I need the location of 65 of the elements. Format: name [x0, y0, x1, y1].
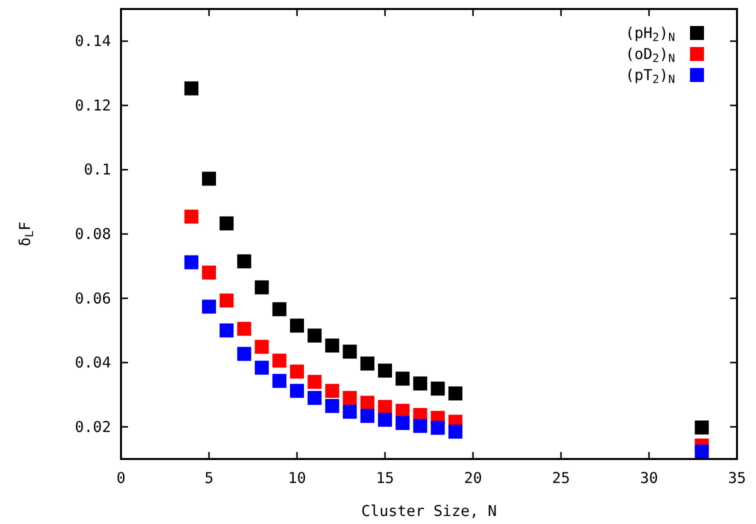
point: [290, 384, 304, 398]
y-tick-label: 0.02: [74, 418, 111, 436]
y-tick-label: 0.12: [74, 96, 111, 114]
point: [220, 294, 234, 308]
y-tick-label: 0.06: [74, 289, 111, 308]
point: [220, 216, 234, 230]
point: [694, 444, 709, 459]
point: [694, 420, 709, 434]
point: [342, 390, 357, 405]
point: [360, 408, 374, 423]
point: [272, 354, 286, 368]
y-tick-label: 0.14: [74, 32, 111, 50]
point: [325, 384, 340, 398]
point: [396, 416, 410, 430]
x-tick-label: 25: [552, 469, 570, 487]
legend-label: (pH$_{2}$)$_{N}$: [625, 24, 676, 44]
point: [430, 382, 445, 396]
point: [308, 390, 322, 405]
point: [325, 338, 340, 353]
point: [184, 210, 198, 224]
point: [184, 255, 198, 270]
point: [308, 374, 322, 389]
point: [342, 404, 357, 419]
point: [254, 280, 269, 294]
y-tick-label: 0.1: [84, 160, 111, 179]
point: [272, 302, 286, 316]
x-tick-label: 10: [288, 469, 306, 487]
point: [254, 340, 269, 354]
y-tick-label: 0.04: [74, 354, 111, 372]
point: [220, 323, 234, 338]
x-tick-label: 15: [376, 469, 394, 487]
legend-label: (oD$_{2}$)$_{N}$: [625, 45, 676, 65]
x-tick-label: 35: [728, 469, 746, 487]
point: [202, 266, 216, 280]
point: [378, 412, 392, 427]
legend-label: (pT$_{2}$)$_{N}$: [625, 66, 676, 86]
x-tick-label: 20: [464, 469, 482, 487]
point: [237, 254, 252, 268]
point: [413, 376, 428, 390]
point: [290, 364, 304, 379]
point: [237, 322, 252, 336]
point: [360, 356, 374, 371]
x-tick-label: 30: [640, 469, 658, 487]
y-tick-label: 0.08: [74, 225, 111, 243]
point: [184, 81, 198, 96]
point: [290, 318, 304, 333]
point: [237, 346, 252, 361]
point: [430, 420, 445, 435]
point: [378, 364, 392, 378]
point: [272, 374, 286, 388]
point: [378, 400, 392, 414]
point: [448, 424, 462, 439]
point: [360, 396, 374, 410]
x-tick-label: 5: [204, 469, 214, 487]
point: [202, 300, 216, 314]
point: [413, 418, 428, 433]
point: [342, 344, 357, 359]
point: [308, 328, 322, 343]
point: [254, 360, 269, 375]
x-tick-label: 0: [116, 469, 126, 487]
point: [325, 398, 340, 413]
x-axis-title: Cluster Size, N: [361, 502, 497, 520]
point: [448, 386, 462, 400]
point: [396, 372, 410, 386]
point: [202, 172, 216, 186]
